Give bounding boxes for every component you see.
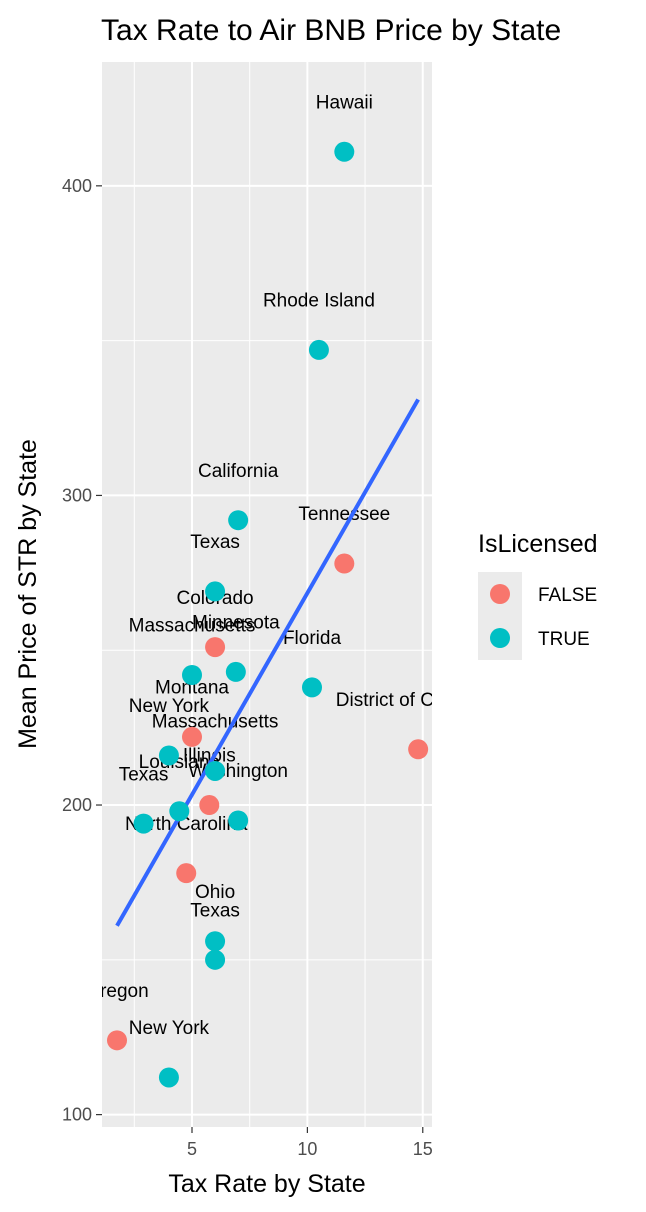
data-point-10 bbox=[408, 739, 429, 760]
data-point-12 bbox=[205, 760, 226, 781]
data-point-16 bbox=[228, 810, 249, 831]
point-label-14: Illinois bbox=[183, 746, 236, 767]
y-tick-label-3: 400 bbox=[62, 176, 92, 196]
point-label-19: Texas bbox=[190, 900, 240, 921]
y-tick-label-1: 200 bbox=[62, 795, 92, 815]
y-tick-label-2: 300 bbox=[62, 485, 92, 505]
y-axis-ticks: 100 200 300 400 bbox=[62, 176, 102, 1125]
x-tick-label-1: 10 bbox=[297, 1139, 317, 1159]
data-point-18 bbox=[205, 931, 226, 952]
data-point-8 bbox=[302, 677, 322, 698]
data-point-0 bbox=[334, 141, 355, 162]
data-point-13 bbox=[199, 795, 220, 816]
point-label-7: Massachusetts bbox=[129, 616, 256, 637]
x-tick-label-2: 15 bbox=[413, 1139, 433, 1159]
point-label-1: Rhode Island bbox=[263, 291, 375, 312]
legend-label-false: FALSE bbox=[538, 585, 597, 606]
point-label-6: Minnesota bbox=[192, 613, 280, 634]
data-point-19 bbox=[205, 949, 226, 970]
point-label-20: Oregon bbox=[85, 981, 148, 1002]
data-point-14 bbox=[169, 801, 190, 822]
x-axis-title: Tax Rate by State bbox=[168, 1170, 365, 1198]
point-label-4: Texas bbox=[190, 532, 240, 553]
point-label-12: Massachusetts bbox=[152, 712, 279, 733]
legend-swatch-true bbox=[490, 628, 510, 648]
data-point-15 bbox=[133, 813, 154, 834]
point-label-2: California bbox=[198, 461, 279, 482]
data-point-3 bbox=[334, 553, 355, 574]
data-point-21 bbox=[158, 1067, 179, 1088]
point-label-8: Florida bbox=[283, 628, 342, 649]
chart-title: Tax Rate to Air BNB Price by State bbox=[101, 14, 561, 47]
data-point-20 bbox=[107, 1030, 127, 1051]
legend-label-true: TRUE bbox=[538, 629, 590, 650]
y-tick-label-0: 100 bbox=[62, 1105, 92, 1125]
x-tick-label-0: 5 bbox=[187, 1139, 197, 1159]
point-label-11: New York bbox=[129, 696, 210, 717]
point-label-15: Texas bbox=[119, 764, 169, 785]
plot-panel bbox=[102, 62, 432, 1127]
point-label-0: Hawaii bbox=[316, 92, 373, 113]
data-point-9 bbox=[182, 726, 202, 747]
data-point-11 bbox=[158, 745, 179, 766]
trend-line bbox=[115, 398, 420, 927]
data-point-17 bbox=[176, 863, 197, 884]
data-point-4 bbox=[205, 581, 226, 602]
point-label-9: Montana bbox=[155, 678, 229, 699]
point-label-10: District of Columbia bbox=[336, 690, 501, 711]
grid-major bbox=[102, 62, 432, 1127]
data-point-2 bbox=[228, 510, 249, 531]
y-axis-title: Mean Price of STR by State bbox=[14, 439, 42, 749]
legend-swatch-false bbox=[490, 584, 510, 604]
point-label-17: North Carolina bbox=[125, 814, 248, 835]
data-point-1 bbox=[308, 339, 329, 360]
point-label-21: New York bbox=[129, 1018, 210, 1039]
x-axis-ticks: 5 10 15 bbox=[187, 1127, 433, 1159]
data-point-5 bbox=[205, 637, 226, 658]
legend: IsLicensed FALSE TRUE bbox=[478, 530, 598, 660]
point-label-18: Ohio bbox=[195, 882, 235, 903]
data-point-6 bbox=[225, 661, 246, 682]
data-points bbox=[107, 141, 429, 1088]
legend-title: IsLicensed bbox=[478, 530, 598, 558]
point-label-3: Tennessee bbox=[298, 504, 390, 525]
data-point-7 bbox=[182, 664, 202, 685]
grid-minor bbox=[102, 62, 432, 1127]
